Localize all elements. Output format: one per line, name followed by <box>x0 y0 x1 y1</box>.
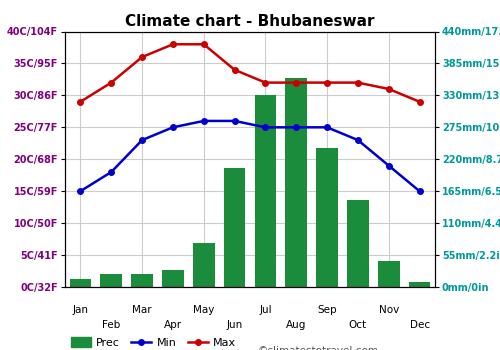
Text: Nov: Nov <box>378 305 399 315</box>
Bar <box>378 261 400 287</box>
Text: Jan: Jan <box>72 305 88 315</box>
Bar <box>132 274 153 287</box>
Text: Aug: Aug <box>286 320 306 330</box>
Text: Mar: Mar <box>132 305 152 315</box>
Text: May: May <box>193 305 214 315</box>
Bar <box>347 200 368 287</box>
Bar <box>224 168 246 287</box>
Text: Oct: Oct <box>349 320 367 330</box>
Text: Jun: Jun <box>226 320 242 330</box>
Title: Climate chart - Bhubaneswar: Climate chart - Bhubaneswar <box>125 14 375 29</box>
Bar <box>193 244 214 287</box>
Bar <box>286 78 307 287</box>
Bar <box>254 95 276 287</box>
Text: ©climatestotravel.com: ©climatestotravel.com <box>258 346 378 350</box>
Text: Jul: Jul <box>259 305 272 315</box>
Text: Sep: Sep <box>318 305 337 315</box>
Bar <box>162 270 184 287</box>
Text: Feb: Feb <box>102 320 120 330</box>
Bar <box>100 274 122 287</box>
Bar <box>316 148 338 287</box>
Bar <box>70 279 91 287</box>
Text: Apr: Apr <box>164 320 182 330</box>
Legend: Prec, Min, Max: Prec, Min, Max <box>70 337 236 348</box>
Text: Dec: Dec <box>410 320 430 330</box>
Bar <box>409 282 430 287</box>
